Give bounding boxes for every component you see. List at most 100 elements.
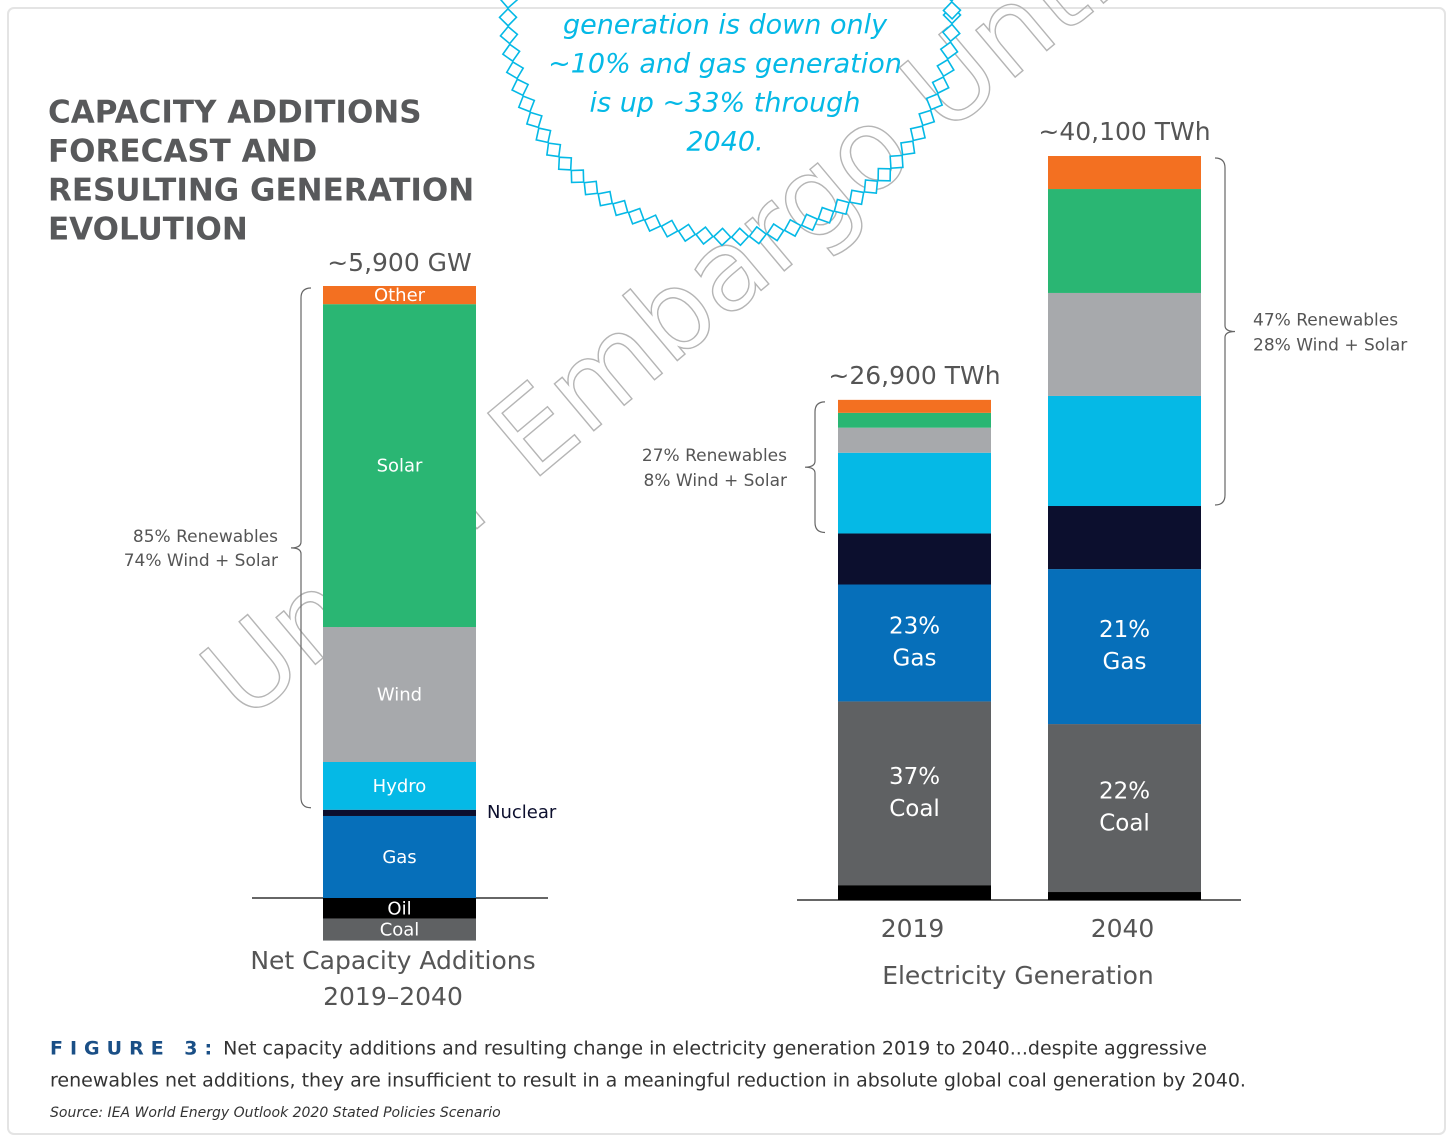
bubble-diamond [848, 189, 865, 206]
bar-segment [1048, 892, 1201, 900]
segment-label: Other [374, 285, 426, 306]
x-axis-label: 2019–2040 [323, 982, 463, 1011]
bar-segment [838, 701, 991, 886]
segment-label: Gas [1103, 649, 1147, 675]
bubble-diamond [936, 58, 955, 78]
bar-segment [838, 533, 991, 585]
x-axis-label: Electricity Generation [882, 961, 1154, 990]
bracket [290, 287, 312, 809]
segment-label: Hydro [373, 776, 427, 797]
bubble-diamond [535, 127, 552, 144]
segment-share: 22% [1099, 779, 1150, 805]
bubble-diamond [627, 207, 645, 225]
x-axis-label: Net Capacity Additions [250, 946, 535, 975]
bar-segment [838, 584, 991, 702]
segment-share: 21% [1099, 617, 1150, 643]
bar-segment [323, 627, 476, 762]
total-label: ~5,900 GW [327, 248, 472, 277]
bubble-diamond [498, 7, 518, 27]
bracket-label: 27% Renewables [642, 446, 787, 466]
callout-line: is up ~33% through [590, 88, 861, 119]
bubble-diamond [643, 214, 662, 233]
bubble-diamond [942, 0, 962, 20]
total-label: ~40,100 TWh [1038, 117, 1210, 146]
bar-segment [1048, 506, 1201, 570]
callout-line: 2040. [686, 127, 763, 158]
x-tick-label: 2019 [881, 914, 945, 943]
segment-label: Oil [387, 898, 411, 919]
bar-segment [1048, 292, 1201, 396]
bubble-diamond [694, 225, 715, 246]
bar-segment [323, 809, 476, 816]
callout-line: generation is down only [563, 10, 888, 41]
bubble-diamond [546, 142, 562, 158]
bar-segment [838, 399, 991, 413]
bar-segment [1048, 395, 1201, 507]
caption-text: renewables net additions, they are insuf… [50, 1070, 1246, 1092]
bubble-diamond [918, 109, 936, 127]
bar-segment [1048, 569, 1201, 725]
segment-label: Wind [377, 685, 422, 706]
bracket-label: 28% Wind + Solar [1253, 336, 1407, 356]
bubble-diamond [909, 125, 926, 142]
figure-label: FIGURE 3: [50, 1038, 219, 1060]
bubble-diamond [939, 41, 959, 60]
bar-segment [838, 427, 991, 453]
bubble-diamond [570, 169, 585, 184]
bubble-diamond [498, 0, 519, 10]
caption-text: Net capacity additions and resulting cha… [223, 1038, 1207, 1060]
bubble-diamond [583, 180, 599, 196]
bubble-diamond [833, 198, 850, 216]
bubble-diamond [511, 78, 530, 97]
title-line: EVOLUTION [48, 212, 248, 248]
segment-share: 23% [889, 613, 940, 639]
bubble-diamond [557, 156, 573, 171]
bracket [804, 401, 826, 534]
bubble-diamond [517, 95, 536, 113]
title-line: FORECAST AND [48, 134, 317, 170]
bubble-diamond [877, 167, 892, 182]
bar-segment [323, 762, 476, 810]
bubble-diamond [712, 227, 732, 247]
bubble-diamond [925, 92, 944, 111]
bubble-diamond [505, 60, 525, 80]
segment-label: Coal [889, 796, 940, 822]
segment-label: Gas [893, 645, 937, 671]
bracket-label: 8% Wind + Solar [644, 471, 787, 491]
bracket-label: 47% Renewables [1253, 311, 1398, 331]
bar-segment [838, 452, 991, 534]
bubble-diamond [611, 199, 629, 217]
bubble-diamond [597, 190, 614, 207]
bracket [1214, 157, 1236, 506]
x-tick-label: 2040 [1091, 914, 1155, 943]
caption-source: Source: IEA World Energy Outlook 2020 St… [50, 1105, 501, 1121]
bubble-diamond [730, 227, 750, 247]
bar-segment [838, 412, 991, 428]
bubble-diamond [817, 206, 835, 224]
callout-bubble: generation is down only ~10% and gas gene… [498, 0, 962, 247]
bubble-diamond [863, 179, 879, 194]
bubble-diamond [660, 219, 679, 238]
bubble-diamond [931, 75, 950, 95]
bar-segment [1048, 724, 1201, 893]
bar-segment [323, 815, 476, 898]
bubble-diamond [900, 140, 916, 156]
bubble-diamond [525, 111, 543, 129]
bar-segment [323, 918, 476, 941]
title-line: RESULTING GENERATION [48, 173, 474, 209]
bubble-diamond [800, 213, 819, 232]
segment-label: Gas [382, 847, 416, 868]
bubble-diamond [765, 222, 785, 242]
bubble-diamond [941, 23, 961, 43]
bar-segment [838, 885, 991, 900]
bar-segment [323, 898, 476, 919]
total-label: ~26,900 TWh [828, 361, 1000, 390]
bubble-diamond [499, 25, 519, 45]
bubble-diamond [677, 223, 697, 243]
bar-segment [323, 304, 476, 628]
bracket-label: 85% Renewables [133, 527, 278, 547]
segment-label: Nuclear [487, 802, 557, 823]
